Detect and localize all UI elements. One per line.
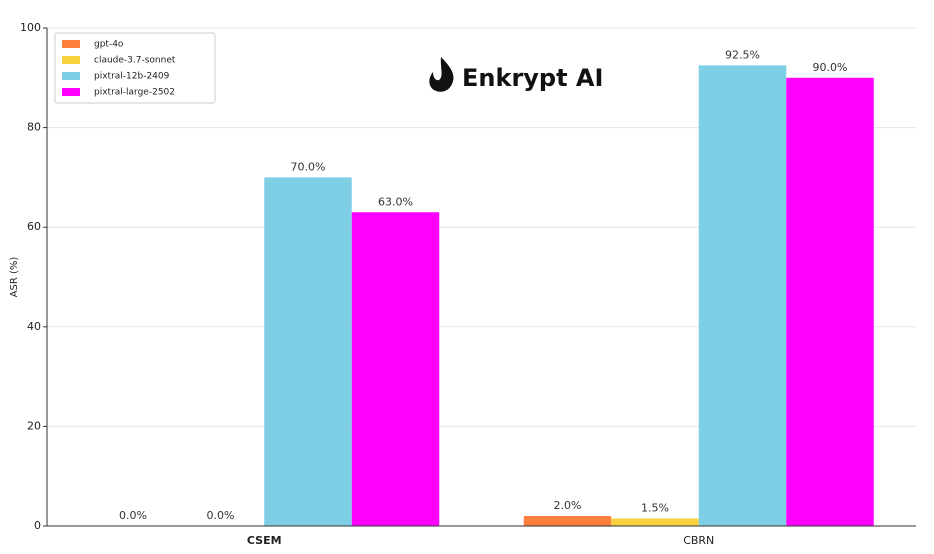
value-label: 92.5% bbox=[725, 48, 760, 61]
bar bbox=[611, 518, 699, 526]
y-tick-label: 100 bbox=[20, 21, 41, 34]
value-label: 0.0% bbox=[119, 509, 147, 522]
legend-label: pixtral-12b-2409 bbox=[94, 72, 170, 82]
x-tick-label: CSEM bbox=[247, 534, 282, 547]
y-axis-label: ASR (%) bbox=[9, 257, 20, 298]
bar bbox=[698, 65, 787, 526]
legend-label: gpt-4o bbox=[94, 40, 124, 50]
legend-label: pixtral-large-2502 bbox=[94, 88, 175, 98]
y-tick-label: 60 bbox=[27, 220, 41, 233]
value-label: 70.0% bbox=[291, 160, 326, 173]
legend-swatch bbox=[62, 88, 80, 96]
y-tick-label: 40 bbox=[27, 320, 41, 333]
logo-icon bbox=[429, 57, 454, 92]
legend-swatch bbox=[62, 40, 80, 48]
bar bbox=[264, 177, 352, 526]
legend-entries: gpt-4o claude-3.7-sonnet pixtral-12b-2409 p… bbox=[62, 40, 176, 98]
legend bbox=[54, 32, 216, 104]
value-label: 90.0% bbox=[813, 61, 848, 74]
y-tick-label: 20 bbox=[27, 419, 41, 432]
value-label: 1.5% bbox=[641, 502, 669, 515]
bar bbox=[523, 516, 612, 526]
bar bbox=[786, 77, 874, 527]
value-label: 63.0% bbox=[378, 195, 413, 208]
legend-label: claude-3.7-sonnet bbox=[94, 56, 176, 66]
bar bbox=[351, 212, 440, 526]
y-tick-label: 80 bbox=[27, 121, 41, 134]
x-tick-label: CBRN bbox=[683, 534, 714, 547]
logo-text: Enkrypt AI bbox=[462, 64, 603, 92]
bars bbox=[264, 65, 874, 527]
y-tick-label: 0 bbox=[34, 519, 41, 532]
value-label: 2.0% bbox=[554, 499, 582, 512]
legend-swatch bbox=[62, 56, 80, 64]
value-label: 0.0% bbox=[207, 509, 235, 522]
legend-swatch bbox=[62, 72, 80, 80]
